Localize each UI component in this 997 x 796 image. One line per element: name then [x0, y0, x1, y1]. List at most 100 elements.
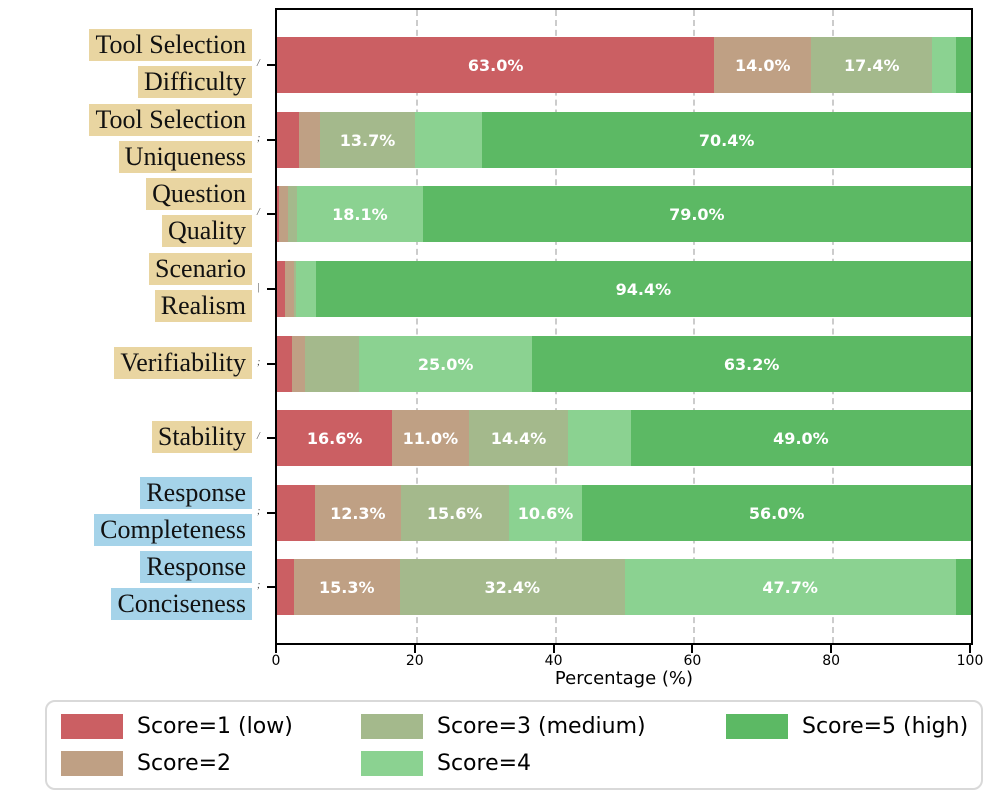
- category-label: Stability: [151, 418, 252, 455]
- bar-row: 13.7% 70.4%: [277, 112, 971, 168]
- y-tick-artifact-glyph: ;: [257, 357, 261, 368]
- y-tick-artifact-glyph: ;: [257, 506, 261, 517]
- segment-percent-label: 63.2%: [723, 354, 780, 374]
- legend-box: Score=1 (low) Score=2 Score=3 (medium) Scor…: [45, 700, 983, 790]
- y-tick-artifact-glyph: ;: [257, 580, 261, 591]
- category-label-line: Question: [146, 178, 252, 210]
- legend-color-swatch: [61, 751, 123, 776]
- bar-segment: [299, 112, 321, 168]
- bar-row: 18.1% 79.0%: [277, 186, 971, 242]
- segment-percent-label: 12.3%: [330, 503, 386, 523]
- bar-segment: [288, 186, 298, 242]
- bar-segment: 16.6%: [277, 410, 393, 466]
- y-tick-mark: [267, 437, 275, 439]
- bar-segment: 47.7%: [624, 559, 956, 615]
- bar-row: 94.4%: [277, 261, 971, 317]
- legend-color-swatch: [361, 751, 423, 776]
- segment-percent-label: 79.0%: [669, 204, 725, 224]
- bar-segment: 10.6%: [508, 485, 583, 541]
- legend-item: Score=5 (high): [726, 714, 981, 739]
- x-tick-mark: [413, 645, 416, 653]
- x-tick-label: 0: [271, 653, 281, 669]
- legend-item: Score=2: [61, 751, 361, 776]
- x-tick-label: 20: [405, 653, 424, 669]
- category-label-line: Verifiability: [114, 346, 252, 379]
- bar-row: 15.3% 32.4% 47.7%: [277, 559, 971, 615]
- gridline-40: [554, 10, 557, 643]
- gridline-60: [693, 10, 696, 643]
- category-label: Response Completeness: [94, 474, 252, 548]
- category-label-line: Quality: [162, 215, 252, 247]
- segment-percent-label: 16.6%: [306, 428, 363, 448]
- category-label-line: Stability: [151, 420, 252, 453]
- bar-segment: [932, 37, 956, 93]
- category-label-line: Scenario: [149, 253, 252, 285]
- bar-segment: [285, 261, 295, 317]
- y-tick-artifact-glyph: /: [257, 431, 260, 442]
- segment-percent-label: 14.0%: [735, 55, 791, 75]
- segment-percent-label: 13.7%: [339, 130, 396, 150]
- category-label-line: Tool Selection: [89, 104, 252, 136]
- bar-segment: 70.4%: [482, 112, 971, 168]
- segment-percent-label: 49.0%: [773, 428, 829, 448]
- legend-label: Score=1 (low): [137, 714, 293, 739]
- bar-segment: [279, 186, 289, 242]
- legend-label: Score=2: [137, 751, 232, 776]
- bar-row: 12.3% 15.6% 10.6% 56.0%: [277, 485, 971, 541]
- category-label-line: Uniqueness: [118, 141, 252, 173]
- segment-percent-label: 15.3%: [318, 577, 375, 597]
- segment-percent-label: 25.0%: [417, 354, 474, 374]
- bar-segment: [292, 336, 305, 392]
- bar-segment: 63.0%: [277, 37, 715, 93]
- bar-segment: [277, 186, 280, 242]
- y-tick-mark: [267, 288, 275, 290]
- gridline-80: [832, 10, 835, 643]
- segment-percent-label: 94.4%: [615, 279, 672, 299]
- y-tick-mark: [267, 139, 275, 141]
- category-label-line: Tool Selection: [89, 29, 252, 61]
- bar-segment: 17.4%: [811, 37, 933, 93]
- bar-segment: [277, 112, 300, 168]
- x-tick-label: 60: [683, 653, 702, 669]
- legend-label: Score=4: [437, 751, 532, 776]
- category-label-line: Response: [140, 477, 252, 509]
- bar-segment: 94.4%: [315, 261, 971, 317]
- bar-segment: [568, 410, 631, 466]
- bar-row: 16.6% 11.0% 14.4% 49.0%: [277, 410, 971, 466]
- gridline-20: [415, 10, 418, 643]
- legend-item: Score=4: [361, 751, 726, 776]
- legend-label: Score=3 (medium): [437, 714, 646, 739]
- bar-segment: 12.3%: [315, 485, 401, 541]
- segment-percent-label: 14.4%: [490, 428, 547, 448]
- x-tick-mark: [969, 645, 971, 653]
- category-label-line: Difficulty: [137, 66, 252, 98]
- y-tick-artifact-glyph: |: [257, 282, 260, 293]
- segment-percent-label: 15.6%: [426, 503, 483, 523]
- segment-percent-label: 10.6%: [517, 503, 574, 523]
- category-label: Scenario Realism: [149, 250, 252, 324]
- x-tick-mark: [691, 645, 694, 653]
- x-axis-title: Percentage (%): [554, 668, 694, 689]
- category-label: Tool Selection Difficulty: [89, 26, 252, 100]
- y-tick-artifact-glyph: /: [257, 207, 260, 218]
- bar-segment: [295, 261, 316, 317]
- legend-label: Score=5 (high): [802, 714, 969, 739]
- legend-item: Score=1 (low): [61, 714, 361, 739]
- bar-segment: 14.4%: [468, 410, 569, 466]
- x-tick-label: 100: [956, 653, 984, 669]
- segment-percent-label: 70.4%: [698, 130, 755, 150]
- y-tick-mark: [267, 64, 275, 66]
- y-tick-mark: [267, 213, 275, 215]
- y-tick-mark: [267, 512, 275, 514]
- bar-segment: [277, 261, 286, 317]
- category-label: Question Quality: [146, 175, 252, 249]
- x-tick-mark: [552, 645, 555, 653]
- bar-segment: 32.4%: [399, 559, 625, 615]
- category-label: Tool Selection Uniqueness: [89, 101, 252, 175]
- category-label-line: Response: [140, 551, 252, 583]
- category-label: Response Conciseness: [111, 548, 252, 622]
- segment-percent-label: 32.4%: [484, 577, 540, 597]
- segment-percent-label: 56.0%: [748, 503, 805, 523]
- category-label-line: Completeness: [94, 514, 252, 546]
- x-tick-mark: [275, 645, 277, 653]
